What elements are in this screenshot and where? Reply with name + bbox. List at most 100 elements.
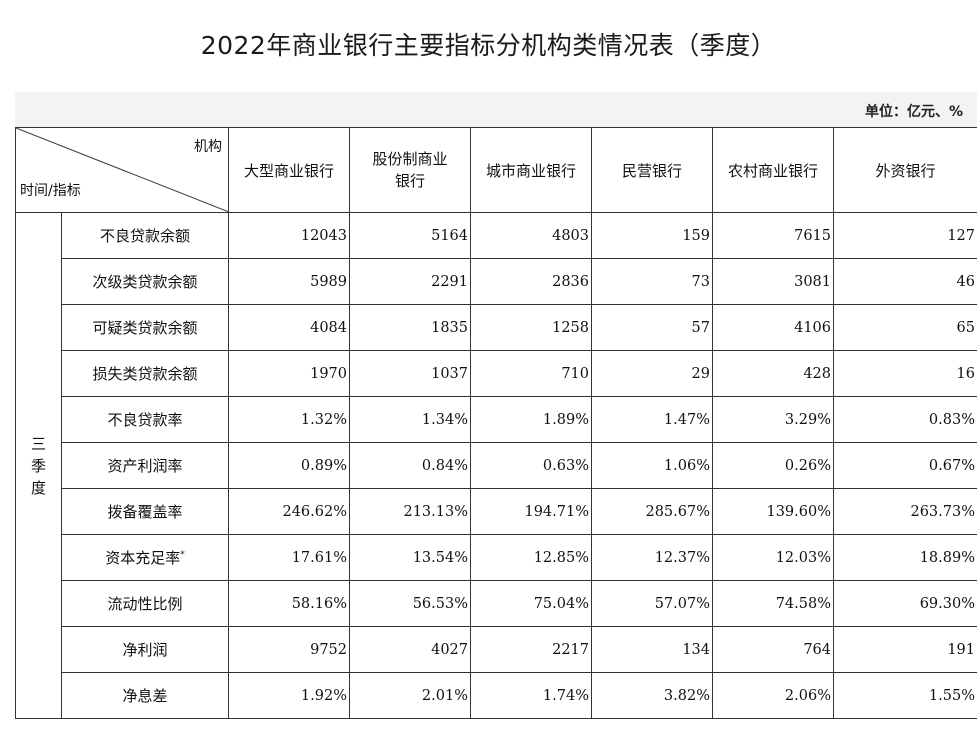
value-cell: 428 xyxy=(712,350,834,397)
value-cell: 1.92% xyxy=(228,672,350,719)
value-cell: 1.06% xyxy=(591,442,713,489)
value-cell: 0.63% xyxy=(470,442,592,489)
column-header: 股份制商业银行 xyxy=(349,127,471,213)
corner-top-label: 机构 xyxy=(194,139,222,155)
value-cell: 12.03% xyxy=(712,534,834,581)
value-cell: 0.67% xyxy=(833,442,977,489)
value-cell: 74.58% xyxy=(712,580,834,627)
value-cell: 2.01% xyxy=(349,672,471,719)
value-cell: 73 xyxy=(591,258,713,305)
page-title: 2022年商业银行主要指标分机构类情况表（季度） xyxy=(200,31,777,60)
table-row: 净息差 1.92% 2.01% 1.74% 3.82% 2.06% 1.55% xyxy=(16,672,977,719)
value-cell: 4106 xyxy=(712,304,834,351)
indicator-table: 机构 时间/指标 大型商业银行 股份制商业银行 城市商业银行 民营银行 农村商业… xyxy=(15,127,977,719)
value-cell: 1258 xyxy=(470,304,592,351)
value-cell: 139.60% xyxy=(712,488,834,535)
row-label: 次级类贷款余额 xyxy=(61,258,229,305)
value-cell: 263.73% xyxy=(833,488,977,535)
table-row: 拨备覆盖率 246.62% 213.13% 194.71% 285.67% 139.60%… xyxy=(16,488,977,535)
table-row: 净利润 9752 4027 2217 134 764 191 xyxy=(16,626,977,673)
value-cell: 1.32% xyxy=(228,396,350,443)
value-cell: 57 xyxy=(591,304,713,351)
table-row: 资本充足率* 17.61% 13.54% 12.85% 12.37% 12.03% 18.8… xyxy=(16,534,977,581)
value-cell: 134 xyxy=(591,626,713,673)
row-label: 净息差 xyxy=(61,672,229,719)
value-cell: 1037 xyxy=(349,350,471,397)
value-cell: 764 xyxy=(712,626,834,673)
row-label: 流动性比例 xyxy=(61,580,229,627)
value-cell: 13.54% xyxy=(349,534,471,581)
value-cell: 16 xyxy=(833,350,977,397)
value-cell: 58.16% xyxy=(228,580,350,627)
value-cell: 3.82% xyxy=(591,672,713,719)
row-label: 净利润 xyxy=(61,626,229,673)
value-cell: 1.55% xyxy=(833,672,977,719)
column-header: 城市商业银行 xyxy=(470,127,592,213)
value-cell: 3081 xyxy=(712,258,834,305)
diagonal-line xyxy=(16,128,229,212)
value-cell: 18.89% xyxy=(833,534,977,581)
row-label: 损失类贷款余额 xyxy=(61,350,229,397)
value-cell: 1.74% xyxy=(470,672,592,719)
value-cell: 0.89% xyxy=(228,442,350,489)
value-cell: 246.62% xyxy=(228,488,350,535)
period-cell: 三季度 xyxy=(15,212,62,719)
value-cell: 4027 xyxy=(349,626,471,673)
value-cell: 0.84% xyxy=(349,442,471,489)
value-cell: 1.34% xyxy=(349,396,471,443)
value-cell: 57.07% xyxy=(591,580,713,627)
value-cell: 2836 xyxy=(470,258,592,305)
value-cell: 2.06% xyxy=(712,672,834,719)
table-row: 损失类贷款余额 1970 1037 710 29 428 16 xyxy=(16,350,977,397)
value-cell: 12.85% xyxy=(470,534,592,581)
table-row: 流动性比例 58.16% 56.53% 75.04% 57.07% 74.58% 69.30… xyxy=(16,580,977,627)
row-label: 资产利润率 xyxy=(61,442,229,489)
value-cell: 69.30% xyxy=(833,580,977,627)
row-label: 拨备覆盖率 xyxy=(61,488,229,535)
value-cell: 17.61% xyxy=(228,534,350,581)
value-cell: 1.47% xyxy=(591,396,713,443)
value-cell: 1835 xyxy=(349,304,471,351)
row-label: 不良贷款率 xyxy=(61,396,229,443)
value-cell: 213.13% xyxy=(349,488,471,535)
unit-bar xyxy=(15,92,977,128)
value-cell: 285.67% xyxy=(591,488,713,535)
value-cell: 194.71% xyxy=(470,488,592,535)
value-cell: 12.37% xyxy=(591,534,713,581)
value-cell: 1970 xyxy=(228,350,350,397)
value-cell: 12043 xyxy=(228,212,350,259)
value-cell: 75.04% xyxy=(470,580,592,627)
column-header: 大型商业银行 xyxy=(228,127,350,213)
value-cell: 65 xyxy=(833,304,977,351)
value-cell: 3.29% xyxy=(712,396,834,443)
value-cell: 2291 xyxy=(349,258,471,305)
value-cell: 4084 xyxy=(228,304,350,351)
value-cell: 7615 xyxy=(712,212,834,259)
value-cell: 710 xyxy=(470,350,592,397)
value-cell: 1.89% xyxy=(470,396,592,443)
value-cell: 5989 xyxy=(228,258,350,305)
row-label: 不良贷款余额 xyxy=(61,212,229,259)
value-cell: 4803 xyxy=(470,212,592,259)
row-label: 可疑类贷款余额 xyxy=(61,304,229,351)
value-cell: 9752 xyxy=(228,626,350,673)
value-cell: 46 xyxy=(833,258,977,305)
value-cell: 2217 xyxy=(470,626,592,673)
value-cell: 5164 xyxy=(349,212,471,259)
corner-bottom-label: 时间/指标 xyxy=(20,183,81,199)
footnote-mark: * xyxy=(180,550,185,560)
unit-label: 单位：亿元、% xyxy=(864,104,963,120)
table-row: 三季度 不良贷款余额 12043 5164 4803 159 7615 127 xyxy=(15,212,977,719)
value-cell: 29 xyxy=(591,350,713,397)
value-cell: 0.83% xyxy=(833,396,977,443)
row-label: 资本充足率* xyxy=(61,534,229,581)
value-cell: 127 xyxy=(833,212,977,259)
value-cell: 191 xyxy=(833,626,977,673)
table-row: 不良贷款率 1.32% 1.34% 1.89% 1.47% 3.29% 0.83% xyxy=(16,396,977,443)
column-header: 农村商业银行 xyxy=(712,127,834,213)
column-header: 外资银行 xyxy=(833,127,977,213)
value-cell: 159 xyxy=(591,212,713,259)
corner-header: 机构 时间/指标 xyxy=(15,127,229,213)
value-cell: 0.26% xyxy=(712,442,834,489)
header-row: 机构 时间/指标 大型商业银行 股份制商业银行 城市商业银行 民营银行 农村商业… xyxy=(15,127,977,213)
